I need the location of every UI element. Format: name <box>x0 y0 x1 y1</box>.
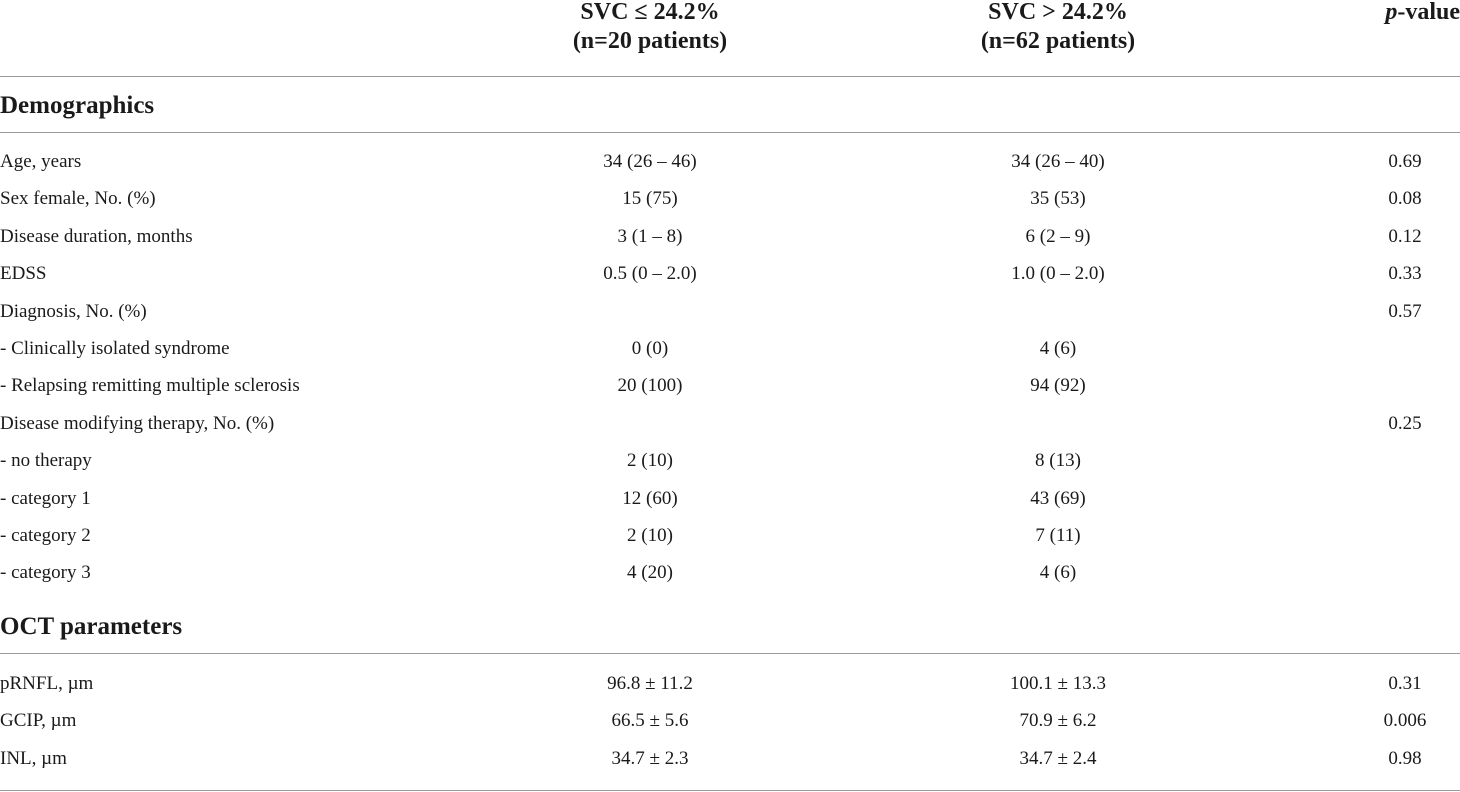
section-demographics: Demographics <box>0 77 1460 133</box>
row-label: Disease modifying therapy, No. (%) <box>0 412 275 434</box>
column-header-p-value: p-value <box>1360 0 1460 27</box>
row-label: GCIP, µm <box>0 710 77 732</box>
cell-p-value: 0.25 <box>1388 412 1422 434</box>
cell-svc-low: 15 (75) <box>622 188 678 210</box>
cell-svc-high: 4 (6) <box>1039 562 1077 584</box>
cell-svc-low: 2 (10) <box>627 450 673 472</box>
row-label: Disease duration, months <box>0 225 193 247</box>
column-header-svc-low-line2: (n=20 patients) <box>572 28 728 54</box>
cell-svc-high: 1.0 (0 – 2.0) <box>1011 263 1105 285</box>
p-value-suffix: -value <box>1397 0 1460 25</box>
table-row: EDSS 0.5 (0 – 2.0) 1.0 (0 – 2.0) 0.33 <box>0 261 1460 298</box>
table-bottom-rule <box>0 790 1460 791</box>
column-header-svc-high: SVC > 24.2% (n=62 patients) <box>908 0 1208 56</box>
cell-svc-low: 0.5 (0 – 2.0) <box>603 263 697 285</box>
row-label: EDSS <box>0 263 47 285</box>
cell-svc-high: 43 (69) <box>1030 487 1086 509</box>
row-label: - category 1 <box>0 487 91 509</box>
table-row: Age, years 34 (26 – 46) 34 (26 – 40) 0.69 <box>0 149 1460 186</box>
cell-svc-low: 12 (60) <box>622 487 678 509</box>
table-row: - no therapy 2 (10) 8 (13) <box>0 448 1460 485</box>
table-row: - category 3 4 (20) 4 (6) <box>0 560 1460 597</box>
cell-svc-low: 4 (20) <box>627 562 673 584</box>
cell-svc-high: 70.9 ± 6.2 <box>1019 710 1097 732</box>
cell-svc-low: 3 (1 – 8) <box>617 225 683 247</box>
table-row: Disease duration, months 3 (1 – 8) 6 (2 – … <box>0 224 1460 261</box>
table-row: - Relapsing remitting multiple sclerosis… <box>0 373 1460 410</box>
cell-svc-low: 20 (100) <box>617 375 683 397</box>
row-label: INL, µm <box>0 747 67 769</box>
section-oct-parameters: OCT parameters <box>0 598 1460 654</box>
table-row: Sex female, No. (%) 15 (75) 35 (53) 0.08 <box>0 186 1460 223</box>
row-label: pRNFL, µm <box>0 673 94 694</box>
row-label: Diagnosis, No. (%) <box>0 300 147 322</box>
cell-svc-high: 34.7 ± 2.4 <box>1019 747 1097 769</box>
row-label: - no therapy <box>0 450 92 472</box>
table-header: SVC ≤ 24.2% (n=20 patients) SVC > 24.2% … <box>0 0 1460 77</box>
cell-p-value: 0.69 <box>1388 151 1422 172</box>
cell-svc-high: 34 (26 – 40) <box>1011 151 1105 172</box>
cell-svc-high: 35 (53) <box>1030 188 1086 210</box>
section-title-oct-parameters: OCT parameters <box>0 613 183 640</box>
section-title-demographics: Demographics <box>0 92 155 119</box>
p-value-italic: p <box>1385 0 1398 25</box>
row-label: - Relapsing remitting multiple sclerosis <box>0 375 300 397</box>
column-header-svc-low: SVC ≤ 24.2% (n=20 patients) <box>500 0 800 56</box>
row-label: Age, years <box>0 151 82 172</box>
row-label: Sex female, No. (%) <box>0 188 156 210</box>
column-header-svc-high-line1: SVC > 24.2% <box>988 0 1128 25</box>
cell-svc-high: 94 (92) <box>1030 375 1086 397</box>
table-row: GCIP, µm 66.5 ± 5.6 70.9 ± 6.2 0.006 <box>0 708 1460 745</box>
cell-p-value: 0.006 <box>1383 710 1427 732</box>
column-header-svc-low-line1: SVC ≤ 24.2% <box>580 0 720 25</box>
cell-svc-low: 66.5 ± 5.6 <box>611 710 689 732</box>
row-label: - category 3 <box>0 562 91 584</box>
cell-svc-high: 100.1 ± 13.3 <box>1010 673 1106 694</box>
table-row: INL, µm 34.7 ± 2.3 34.7 ± 2.4 0.98 <box>0 746 1460 783</box>
cell-svc-high: 6 (2 – 9) <box>1025 225 1091 247</box>
cell-svc-high: 7 (11) <box>1035 525 1081 546</box>
table-row: pRNFL, µm 96.8 ± 11.2 100.1 ± 13.3 0.31 <box>0 671 1460 708</box>
table-row: - category 2 2 (10) 7 (11) <box>0 523 1460 560</box>
table-row: - category 1 12 (60) 43 (69) <box>0 486 1460 523</box>
cell-svc-low: 96.8 ± 11.2 <box>607 673 693 694</box>
cell-p-value: 0.57 <box>1388 300 1422 322</box>
cell-p-value: 0.08 <box>1388 188 1422 210</box>
row-label: - Clinically isolated syndrome <box>0 338 230 359</box>
cell-svc-high: 4 (6) <box>1039 338 1077 359</box>
row-label: - category 2 <box>0 525 91 546</box>
cell-svc-low: 34 (26 – 46) <box>603 151 697 172</box>
cell-svc-high: 8 (13) <box>1035 450 1081 472</box>
cell-svc-low: 2 (10) <box>627 525 673 546</box>
table-row: Diagnosis, No. (%) 0.57 <box>0 299 1460 336</box>
cell-p-value: 0.98 <box>1388 747 1422 769</box>
cell-p-value: 0.31 <box>1388 673 1422 694</box>
table-row: Disease modifying therapy, No. (%) 0.25 <box>0 411 1460 448</box>
cell-svc-low: 34.7 ± 2.3 <box>611 747 689 769</box>
cell-p-value: 0.12 <box>1388 225 1422 247</box>
column-header-svc-high-line2: (n=62 patients) <box>980 28 1136 54</box>
table-row: - Clinically isolated syndrome 0 (0) 4 (6) <box>0 336 1460 373</box>
cell-svc-low: 0 (0) <box>631 338 669 359</box>
cell-p-value: 0.33 <box>1388 263 1422 285</box>
